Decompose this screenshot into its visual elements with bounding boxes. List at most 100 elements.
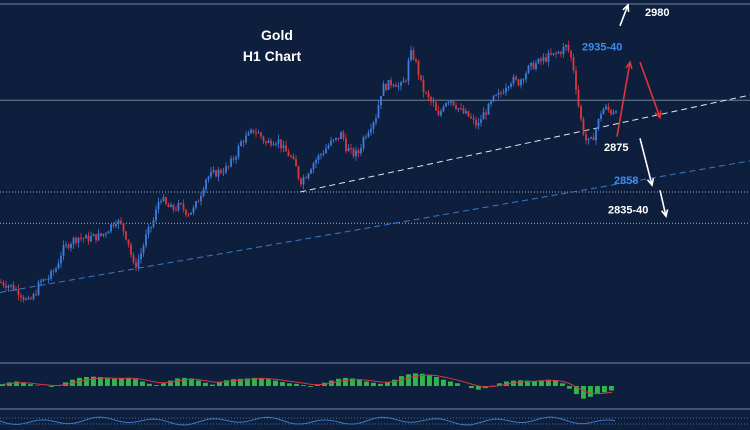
candle-body [205,179,207,190]
macd-bar [133,379,138,386]
macd-signal-line [3,374,613,395]
candle-body [197,201,200,203]
candle-body [485,112,487,115]
macd-bar [91,376,96,386]
candle-body [12,284,15,291]
candle-body [120,220,122,224]
candle-body [152,220,155,227]
candle-body [295,158,297,167]
macd-bar [448,381,453,386]
candle-body [287,151,290,157]
macd-bar [476,386,481,390]
candle-body [402,80,405,83]
candle-body [210,171,212,177]
candle-body [17,289,20,296]
macd-bar [0,384,5,386]
macd-bar [189,378,194,386]
arrow-down-white-1 [639,138,655,187]
macd-bar [203,382,208,386]
candle-body [350,148,352,150]
candle-body [245,135,247,143]
candle-body [175,209,177,211]
candle-body [590,137,592,139]
candle-body [55,268,57,272]
candle-body [535,63,537,70]
candle-body [180,202,182,204]
candle-body [602,109,605,115]
candle-body [297,166,300,179]
candle-body [182,203,185,210]
candle-body [397,85,400,88]
candle-body [455,105,457,109]
candle-body [467,111,470,117]
candle-body [190,212,192,215]
candle-body [382,84,385,96]
macd-bar [455,383,460,386]
candle-body [530,62,532,66]
candle-body [252,129,255,133]
candle-body [375,118,377,123]
candle-body [377,105,380,119]
candle-body [580,105,582,120]
candle-body [102,233,105,236]
candle-body [200,195,202,202]
candle-body [212,170,215,172]
candle-body [542,57,545,61]
candle-body [560,52,562,55]
candle-body [127,239,130,245]
candle-body [167,204,170,208]
candle-body [5,285,7,288]
candle-body [247,132,250,136]
candle-body [160,201,162,203]
macd-bar [560,383,565,386]
macd-bar [413,373,418,386]
macd-bar [224,380,229,386]
candle-body [537,58,540,64]
candle-body [40,280,42,283]
candle-body [105,233,107,235]
candle-body [80,237,82,239]
macd-bar [301,385,306,386]
candle-body [425,92,427,94]
candle-body [587,138,590,141]
labels-layer: 2980 2935-40 2875 2858 2835-40 [582,7,669,216]
candle-body [410,50,412,61]
chart-title-line2: H1 Chart [243,48,302,64]
candle-body [320,154,322,156]
candle-body [150,226,152,228]
candle-body [285,145,287,152]
macd-bar [21,382,26,386]
candle-body [25,298,27,300]
arrow-up-white-top [619,3,630,27]
candle-body [417,61,420,76]
candle-body [112,224,115,227]
candle-body [122,223,125,232]
candle-body [570,50,572,58]
candle-body [420,75,422,80]
macd-bar [49,386,54,387]
macd-bar [252,377,257,386]
candle-body [147,227,150,235]
candle-body [50,270,52,279]
candle-body [242,141,245,143]
candle-body [290,156,292,158]
candle-body [87,235,90,242]
candle-body [352,148,355,157]
candle-body [307,173,310,179]
candle-body [567,44,570,51]
candle-body [75,237,77,243]
candle-body [45,279,47,281]
candle-body [517,79,520,86]
candle-body [42,279,45,281]
candle-body [405,80,407,82]
macd-bar [77,377,82,386]
candle-body [345,138,347,152]
macd-bar [259,377,264,386]
candle-body [370,128,372,133]
candle-body [230,158,232,167]
candle-body [165,197,167,205]
levels-layer [0,99,750,224]
trendline-blue_dashed [0,160,750,293]
candle-body [407,60,410,81]
